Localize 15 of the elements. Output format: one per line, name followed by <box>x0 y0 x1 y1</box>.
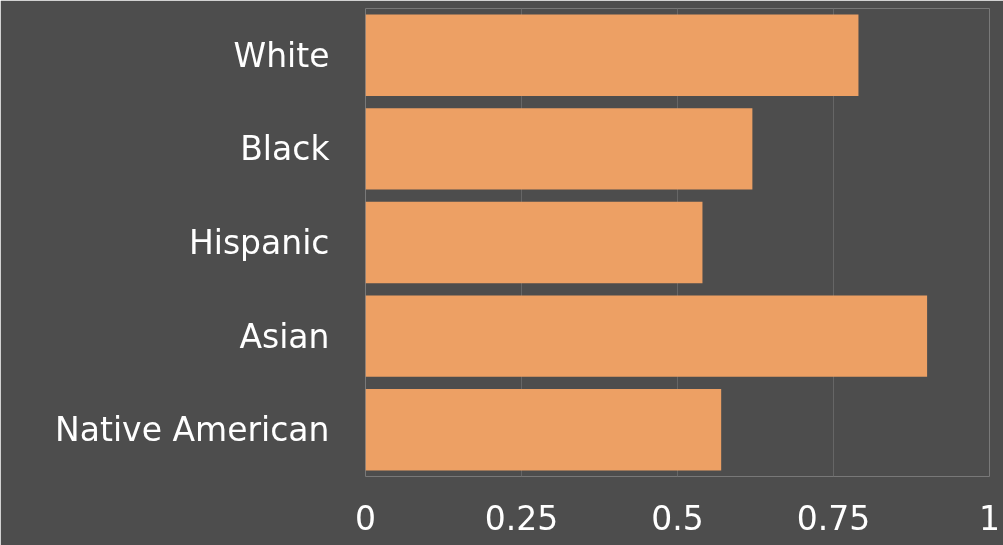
y-tick-label: Black <box>240 129 331 169</box>
bar <box>365 14 859 97</box>
y-tick-label: Native American <box>55 410 330 450</box>
y-tick-label: Asian <box>239 316 330 356</box>
y-tick-label: Hispanic <box>188 223 330 262</box>
bar <box>365 388 722 471</box>
bar <box>365 201 703 284</box>
x-tick-label: 1 <box>979 498 1000 538</box>
x-tick-label: 0.5 <box>651 498 704 538</box>
bar <box>365 295 928 377</box>
x-tick-label: 0.25 <box>484 498 559 538</box>
x-tick-label: 0 <box>355 498 376 538</box>
bar <box>365 108 753 190</box>
y-tick-label: White <box>233 35 330 75</box>
x-tick-label: 0.75 <box>796 498 871 538</box>
